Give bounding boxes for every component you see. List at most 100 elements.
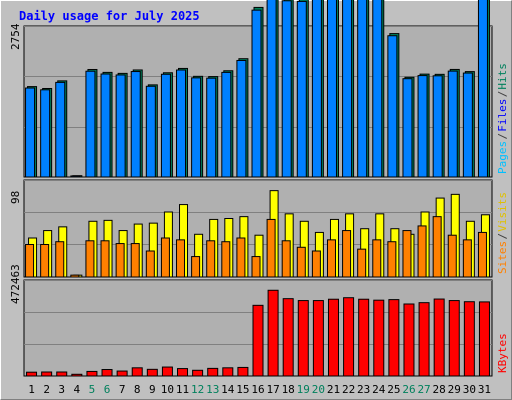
bar-sites-25 <box>387 241 397 278</box>
bar-sites-31 <box>477 231 487 278</box>
bar-kbytes-31 <box>478 301 490 377</box>
bar-kbytes-12 <box>192 369 204 377</box>
bar-files-29 <box>447 70 458 178</box>
bar-kbytes-9 <box>146 368 158 377</box>
x-tick-label-14: 14 <box>221 383 235 396</box>
legend-item: Hits <box>496 63 509 90</box>
legend-item: Sites <box>496 241 509 274</box>
panel-1: 98 Sites/Visits <box>9 179 509 278</box>
bar-files-26 <box>402 78 413 178</box>
x-tick-label-13: 13 <box>206 383 219 396</box>
bar-kbytes-15 <box>237 366 249 377</box>
bar-files-14 <box>221 71 232 178</box>
bar-files-17 <box>266 0 277 178</box>
bar-sites-11 <box>176 239 186 278</box>
bar-sites-24 <box>372 239 382 278</box>
bar-files-5 <box>85 70 96 178</box>
bar-sites-27 <box>417 225 427 278</box>
x-tick-label-28: 28 <box>433 383 446 396</box>
bar-files-19 <box>296 0 307 178</box>
bar-kbytes-24 <box>373 299 385 377</box>
bar-kbytes-28 <box>433 298 445 377</box>
bar-files-11 <box>176 69 187 178</box>
bar-sites-3 <box>55 241 65 278</box>
bar-kbytes-26 <box>403 303 415 377</box>
legend-item: / <box>496 133 509 140</box>
y-tick-label: 472463 <box>9 264 22 304</box>
bar-kbytes-23 <box>358 298 370 377</box>
bar-files-4 <box>70 175 81 178</box>
legend-item: Pages <box>496 141 509 174</box>
bar-kbytes-27 <box>418 302 430 377</box>
bar-files-2 <box>40 89 51 178</box>
x-tick-label-26: 26 <box>402 383 415 396</box>
legend-item: / <box>496 91 509 98</box>
bar-sites-7 <box>115 243 125 278</box>
bar-files-31 <box>477 0 488 178</box>
bar-sites-28 <box>432 216 442 278</box>
bar-sites-16 <box>251 256 261 278</box>
bar-kbytes-4 <box>71 373 83 377</box>
x-tick-label-4: 4 <box>74 383 81 396</box>
bar-kbytes-25 <box>388 299 400 377</box>
bar-files-10 <box>160 73 171 178</box>
bar-sites-8 <box>130 243 140 278</box>
x-tick-label-30: 30 <box>463 383 476 396</box>
bar-kbytes-22 <box>343 297 355 377</box>
bar-kbytes-5 <box>86 370 98 377</box>
x-tick-label-19: 19 <box>297 383 310 396</box>
bar-files-16 <box>251 9 262 178</box>
bar-kbytes-21 <box>327 298 339 377</box>
x-tick-label-2: 2 <box>43 383 50 396</box>
x-tick-label-3: 3 <box>58 383 65 396</box>
bar-sites-20 <box>311 250 321 278</box>
bar-sites-18 <box>281 240 291 278</box>
x-tick-label-10: 10 <box>161 383 174 396</box>
x-tick-label-9: 9 <box>149 383 156 396</box>
bar-sites-17 <box>266 218 276 278</box>
bar-sites-29 <box>447 234 457 278</box>
x-tick-label-23: 23 <box>357 383 370 396</box>
bar-kbytes-17 <box>267 289 279 377</box>
bar-sites-13 <box>206 240 216 278</box>
bar-kbytes-16 <box>252 304 264 377</box>
bar-files-25 <box>387 35 398 178</box>
bar-files-28 <box>432 75 443 178</box>
x-tick-label-11: 11 <box>176 383 189 396</box>
x-tick-label-24: 24 <box>372 383 386 396</box>
legend-panel-1: Sites/Visits <box>496 192 509 274</box>
chart-title: Daily usage for July 2025 <box>19 9 200 23</box>
bar-files-18 <box>281 0 292 178</box>
bar-files-1 <box>25 87 36 178</box>
bar-sites-23 <box>357 248 367 278</box>
x-tick-label-21: 21 <box>327 383 340 396</box>
bar-kbytes-30 <box>463 301 475 377</box>
x-tick-label-17: 17 <box>266 383 279 396</box>
x-axis-labels: 1 2 3 4 5 6 7 8 9 10 11 12 13 14 15 16 17 18 19 20 21 22 23 24 2… <box>28 383 491 396</box>
legend-panel-0: Pages/Files/Hits <box>496 63 509 174</box>
x-tick-label-25: 25 <box>387 383 400 396</box>
bar-kbytes-29 <box>448 300 460 377</box>
bar-sites-14 <box>221 241 231 278</box>
bar-sites-9 <box>145 250 155 278</box>
bar-kbytes-20 <box>312 300 324 377</box>
bar-kbytes-14 <box>222 367 234 377</box>
bar-files-27 <box>417 75 428 178</box>
bar-files-15 <box>236 59 247 178</box>
bar-kbytes-3 <box>56 371 68 377</box>
x-tick-label-29: 29 <box>448 383 461 396</box>
x-tick-label-31: 31 <box>478 383 491 396</box>
legend-item: KBytes <box>496 333 509 373</box>
bar-sites-15 <box>236 237 246 278</box>
bar-files-3 <box>55 81 66 178</box>
x-tick-label-8: 8 <box>134 383 141 396</box>
bar-kbytes-7 <box>116 370 128 377</box>
bar-sites-4 <box>70 274 80 278</box>
bar-kbytes-11 <box>177 368 189 377</box>
bar-files-22 <box>342 0 353 178</box>
legend-item: Visits <box>496 192 509 232</box>
bar-kbytes-10 <box>161 366 173 377</box>
bar-sites-19 <box>296 246 306 278</box>
